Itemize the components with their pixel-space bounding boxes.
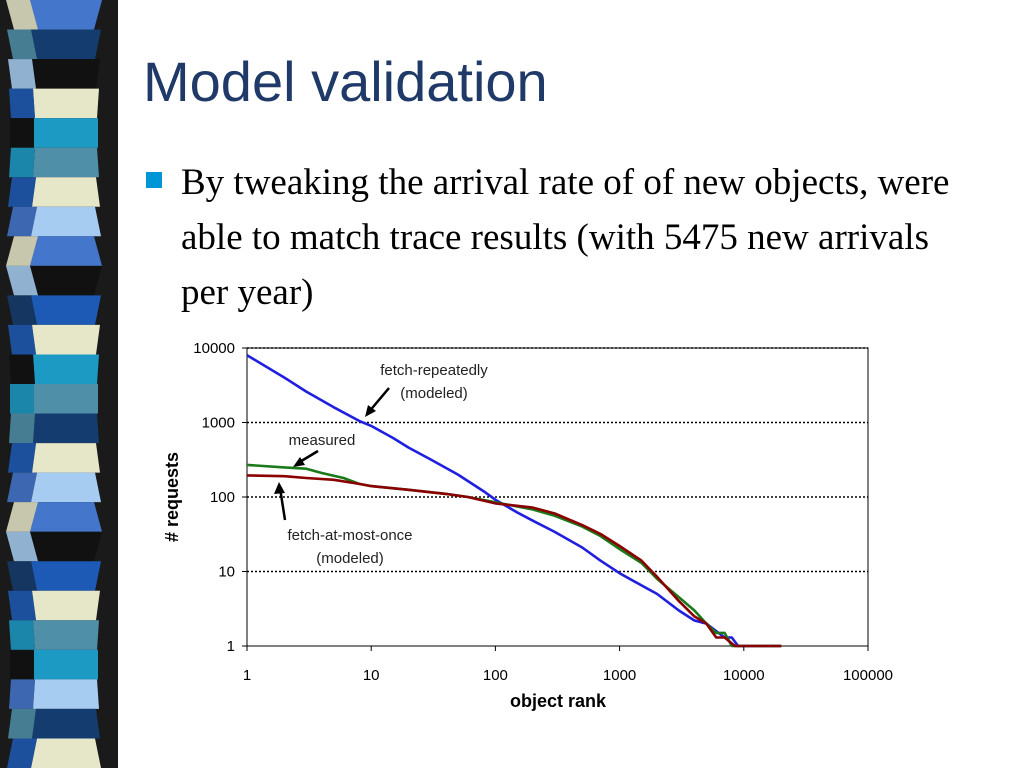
x-tick-label: 1000 bbox=[603, 667, 636, 684]
chart-series bbox=[246, 354, 782, 648]
y-axis-label: # requests bbox=[162, 452, 182, 542]
x-axis-label: object rank bbox=[510, 691, 607, 711]
strip-segment bbox=[8, 177, 36, 207]
strip-segment bbox=[8, 590, 36, 621]
arrowhead-icon bbox=[365, 405, 376, 417]
strip-segment bbox=[8, 324, 36, 355]
strip-segment bbox=[33, 620, 99, 650]
strip-segment bbox=[31, 206, 101, 237]
strip-segment bbox=[8, 708, 36, 739]
strip-segment bbox=[6, 531, 38, 562]
strip-segment bbox=[7, 29, 37, 60]
strip-segment bbox=[34, 118, 98, 148]
strip-segment bbox=[33, 354, 99, 384]
strip-segment bbox=[7, 295, 37, 325]
strip-segment bbox=[31, 738, 101, 768]
strip-segment bbox=[7, 738, 37, 768]
strip-segment bbox=[31, 561, 101, 591]
strip-segment bbox=[30, 0, 102, 30]
strip-segment bbox=[10, 118, 34, 148]
bullet-text: By tweaking the arrival rate of of new o… bbox=[181, 162, 950, 313]
x-tick-label: 10 bbox=[363, 667, 380, 684]
strip-segment bbox=[9, 354, 35, 384]
strip-segment bbox=[9, 147, 35, 178]
side-strip-graphic bbox=[0, 0, 118, 768]
strip-segment bbox=[6, 265, 38, 296]
strip-segment bbox=[7, 472, 37, 503]
y-tick-label: 10000 bbox=[193, 340, 235, 357]
strip-segment bbox=[6, 0, 38, 30]
strip-segment bbox=[9, 413, 35, 444]
strip-segment bbox=[9, 620, 35, 650]
annotation-fetch-repeatedly-note: (modeled) bbox=[400, 385, 468, 402]
series-line-fetch-at-most-once bbox=[246, 474, 782, 648]
strip-segment bbox=[8, 59, 36, 89]
strip-segment bbox=[30, 236, 102, 266]
strip-segment bbox=[7, 561, 37, 591]
strip-segment bbox=[32, 443, 100, 473]
strip-segment bbox=[30, 531, 102, 562]
strip-segment bbox=[6, 502, 38, 532]
strip-segment bbox=[32, 177, 100, 207]
annotation-measured: measured bbox=[289, 432, 356, 467]
x-tick-label: 10000 bbox=[723, 667, 765, 684]
strip-segment bbox=[9, 679, 35, 709]
strip-segment bbox=[30, 502, 102, 532]
x-tick-label: 100 bbox=[483, 667, 508, 684]
strip-segment bbox=[9, 88, 35, 119]
strip-segment bbox=[8, 443, 36, 473]
y-tick-label: 100 bbox=[210, 489, 235, 506]
strip-segment bbox=[33, 88, 99, 119]
annotation-fetch-repeatedly-name: fetch-repeatedly bbox=[380, 362, 488, 379]
strip-segment bbox=[6, 236, 38, 266]
annotation-fetch-at-most-once-note: (modeled) bbox=[316, 550, 384, 567]
annotation-fetch-at-most-once: fetch-at-most-once (modeled) bbox=[274, 482, 413, 567]
arrowhead-icon bbox=[274, 482, 285, 494]
strip-segment bbox=[34, 649, 98, 680]
strip-segment bbox=[33, 147, 99, 178]
strip-segment bbox=[32, 324, 100, 355]
strip-segment bbox=[34, 384, 98, 414]
slide-title: Model validation bbox=[143, 50, 548, 113]
strip-segment bbox=[32, 708, 100, 739]
strip-segment bbox=[31, 295, 101, 325]
arrowhead-icon bbox=[293, 457, 305, 467]
decorative-side-strip bbox=[0, 0, 118, 768]
bullet-square-icon bbox=[146, 172, 162, 188]
strip-segment bbox=[10, 649, 34, 680]
strip-segment bbox=[10, 384, 34, 414]
y-tick-label: 10 bbox=[218, 564, 235, 581]
x-tick-label: 100000 bbox=[843, 667, 893, 684]
strip-segment bbox=[32, 59, 100, 89]
annotation-fetch-repeatedly: fetch-repeatedly (modeled) bbox=[365, 362, 488, 417]
annotation-measured-name: measured bbox=[289, 432, 356, 449]
chart-tick-labels: 1 10 100 1000 10000 1 10 100 1000 10000 100000 bbox=[193, 340, 893, 684]
strip-segment bbox=[32, 590, 100, 621]
strip-segment bbox=[30, 265, 102, 296]
y-tick-label: 1000 bbox=[202, 415, 235, 432]
strip-segment bbox=[31, 29, 101, 60]
y-tick-label: 1 bbox=[227, 638, 235, 655]
x-tick-label: 1 bbox=[243, 667, 251, 684]
strip-segment bbox=[31, 472, 101, 503]
strip-segment bbox=[33, 413, 99, 444]
strip-segment bbox=[7, 206, 37, 237]
annotation-fetch-at-most-once-name: fetch-at-most-once bbox=[287, 527, 412, 544]
strip-segment bbox=[33, 679, 99, 709]
series-line-fetch-repeatedly bbox=[246, 354, 782, 648]
